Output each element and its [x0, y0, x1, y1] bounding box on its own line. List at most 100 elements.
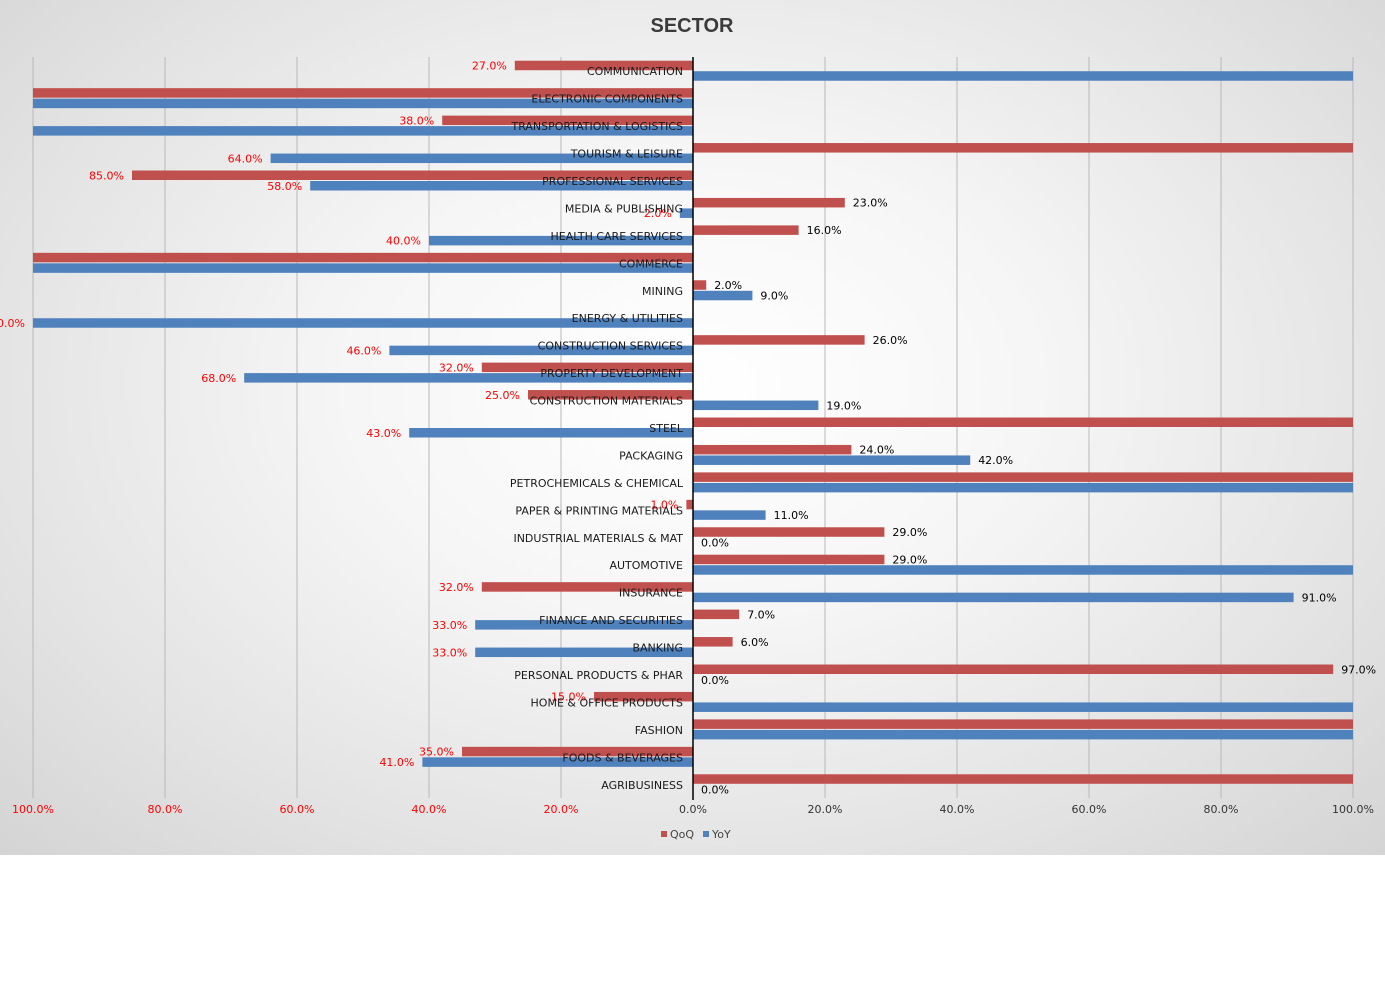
- legend-swatch-yoy: [703, 831, 709, 837]
- category-label-tourism-and-leisure: TOURISM & LEISURE: [570, 148, 683, 161]
- bar-yoy-mining: [693, 290, 753, 301]
- bar-qoq-property-development: [481, 362, 693, 373]
- bar-yoy-petrochemicals-and-chemical: [693, 482, 1353, 493]
- bar-qoq-industrial-materials-and-mat: [693, 527, 885, 537]
- x-tick-label-5: 0.0%: [679, 803, 707, 816]
- category-label-foods-and-beverages: FOODS & BEVERAGES: [562, 751, 683, 764]
- data-label-qoq-mining: 2.0%: [714, 279, 742, 292]
- data-label-qoq-packaging: 24.0%: [859, 444, 894, 457]
- bar-qoq-communication: [514, 60, 693, 71]
- bar-qoq-paper-and-printing-materials: [686, 499, 693, 510]
- data-label-yoy-health-care-services: 40.0%: [386, 235, 421, 248]
- bar-yoy-paper-and-printing-materials: [693, 510, 766, 520]
- data-label-yoy-personal-products-and-phar: 0.0%: [701, 674, 729, 687]
- category-label-paper-and-printing-materials: PAPER & PRINTING MATERIALS: [515, 504, 683, 517]
- category-label-transportation-and-logistics: TRANSPORTATION & LOGISTICS: [510, 120, 683, 133]
- bar-yoy-property-development: [244, 373, 693, 383]
- data-label-yoy-banking: 33.0%: [432, 646, 467, 659]
- legend-swatch-qoq: [661, 831, 667, 837]
- bar-yoy-energy-and-utilities: [33, 318, 693, 328]
- data-label-qoq-construction-services: 26.0%: [873, 334, 908, 347]
- data-label-yoy-mining: 9.0%: [760, 290, 788, 303]
- category-label-property-development: PROPERTY DEVELOPMENT: [540, 367, 683, 380]
- bar-qoq-packaging: [693, 444, 852, 455]
- category-label-industrial-materials-and-mat: INDUSTRIAL MATERIALS & MAT: [513, 532, 683, 545]
- bar-yoy-home-and-office-products: [693, 702, 1353, 712]
- bar-qoq-finance-and-securities: [693, 609, 740, 620]
- bar-yoy-media-and-publishing: [679, 208, 693, 218]
- category-label-packaging: PACKAGING: [619, 449, 683, 462]
- data-label-yoy-agribusiness: 0.0%: [701, 784, 729, 797]
- legend-label-qoq: QoQ: [670, 828, 694, 841]
- bar-yoy-foods-and-beverages: [422, 757, 693, 767]
- data-label-qoq-communication: 27.0%: [472, 59, 507, 72]
- x-tick-label-10: 100.0%: [1332, 803, 1374, 816]
- data-label-qoq-construction-materials: 25.0%: [485, 389, 520, 402]
- category-label-health-care-services: HEALTH CARE SERVICES: [551, 230, 684, 243]
- category-label-steel: STEEL: [649, 422, 684, 435]
- bar-qoq-insurance: [481, 582, 693, 592]
- bar-yoy-construction-materials: [693, 400, 819, 411]
- x-tick-label-9: 80.0%: [1204, 803, 1239, 816]
- bar-qoq-steel: [693, 417, 1353, 427]
- bar-qoq-professional-services: [132, 170, 693, 180]
- bar-yoy-construction-services: [389, 345, 693, 356]
- bar-yoy-professional-services: [310, 181, 693, 191]
- category-label-professional-services: PROFESSIONAL SERVICES: [542, 175, 683, 188]
- legend-box: [653, 825, 733, 846]
- bar-qoq-mining: [693, 280, 707, 290]
- bar-yoy-steel: [409, 428, 693, 438]
- category-label-commerce: COMMERCE: [619, 257, 683, 270]
- data-label-qoq-finance-and-securities: 7.0%: [747, 608, 775, 621]
- x-tick-label-8: 60.0%: [1072, 803, 1107, 816]
- data-label-qoq-paper-and-printing-materials: 1.0%: [650, 499, 678, 512]
- bar-yoy-commerce: [33, 263, 693, 273]
- data-label-qoq-industrial-materials-and-mat: 29.0%: [892, 526, 927, 539]
- x-tick-label-7: 40.0%: [940, 803, 975, 816]
- x-tick-label-3: 40.0%: [412, 803, 447, 816]
- data-label-yoy-professional-services: 58.0%: [267, 180, 302, 193]
- x-tick-label-4: 20.0%: [544, 803, 579, 816]
- data-label-yoy-energy-and-utilities: 0.0%: [0, 317, 25, 330]
- category-label-media-and-publishing: MEDIA & PUBLISHING: [565, 202, 683, 215]
- data-label-qoq-banking: 6.0%: [741, 636, 769, 649]
- data-label-qoq-health-care-services: 16.0%: [807, 224, 842, 237]
- category-label-electronic-components: ELECTRONIC COMPONENTS: [531, 93, 683, 106]
- category-label-insurance: INSURANCE: [619, 587, 683, 600]
- chart-title: SECTOR: [651, 15, 735, 37]
- category-label-automotive: AUTOMOTIVE: [609, 559, 683, 572]
- bar-yoy-electronic-components: [33, 98, 693, 109]
- bar-qoq-petrochemicals-and-chemical: [693, 472, 1353, 482]
- bar-yoy-tourism-and-leisure: [270, 153, 693, 164]
- data-label-qoq-personal-products-and-phar: 97.0%: [1341, 663, 1376, 676]
- data-label-qoq-home-and-office-products: 15.0%: [551, 691, 586, 704]
- data-label-yoy-construction-materials: 19.0%: [826, 399, 861, 412]
- data-label-qoq-property-development: 32.0%: [439, 361, 474, 374]
- bar-yoy-fashion: [693, 729, 1353, 740]
- bar-yoy-health-care-services: [429, 235, 693, 246]
- data-label-yoy-tourism-and-leisure: 64.0%: [228, 152, 263, 165]
- bar-qoq-home-and-office-products: [594, 691, 693, 702]
- category-label-banking: BANKING: [632, 642, 683, 655]
- bar-yoy-insurance: [693, 592, 1294, 603]
- bar-yoy-finance-and-securities: [475, 620, 693, 630]
- category-label-construction-services: CONSTRUCTION SERVICES: [538, 340, 683, 353]
- data-label-yoy-media-and-publishing: 2.0%: [644, 207, 672, 220]
- bar-qoq-banking: [693, 637, 733, 647]
- data-label-qoq-transportation-and-logistics: 38.0%: [399, 114, 434, 127]
- category-label-finance-and-securities: FINANCE AND SECURITIES: [539, 614, 683, 627]
- x-tick-label-6: 20.0%: [808, 803, 843, 816]
- data-label-yoy-paper-and-printing-materials: 11.0%: [774, 509, 809, 522]
- legend-label-yoy: YoY: [711, 828, 731, 841]
- data-label-qoq-professional-services: 85.0%: [89, 169, 124, 182]
- x-tick-label-2: 60.0%: [280, 803, 315, 816]
- bar-yoy-packaging: [693, 455, 971, 465]
- bar-qoq-electronic-components: [33, 88, 693, 98]
- bar-qoq-health-care-services: [693, 225, 799, 235]
- bar-qoq-agribusiness: [693, 774, 1353, 784]
- category-label-construction-materials: CONSTRUCTION MATERIALS: [530, 395, 683, 408]
- category-label-energy-and-utilities: ENERGY & UTILITIES: [572, 312, 683, 325]
- chart-area: SECTOR 27.0% 38.0% 64.0% 85.0% 58.0% 23.0% 2.0%…: [0, 0, 1385, 855]
- bar-qoq-foods-and-beverages: [462, 746, 693, 757]
- bar-chart: SECTOR 27.0% 38.0% 64.0% 85.0% 58.0% 23.0% 2.0%…: [0, 15, 1376, 846]
